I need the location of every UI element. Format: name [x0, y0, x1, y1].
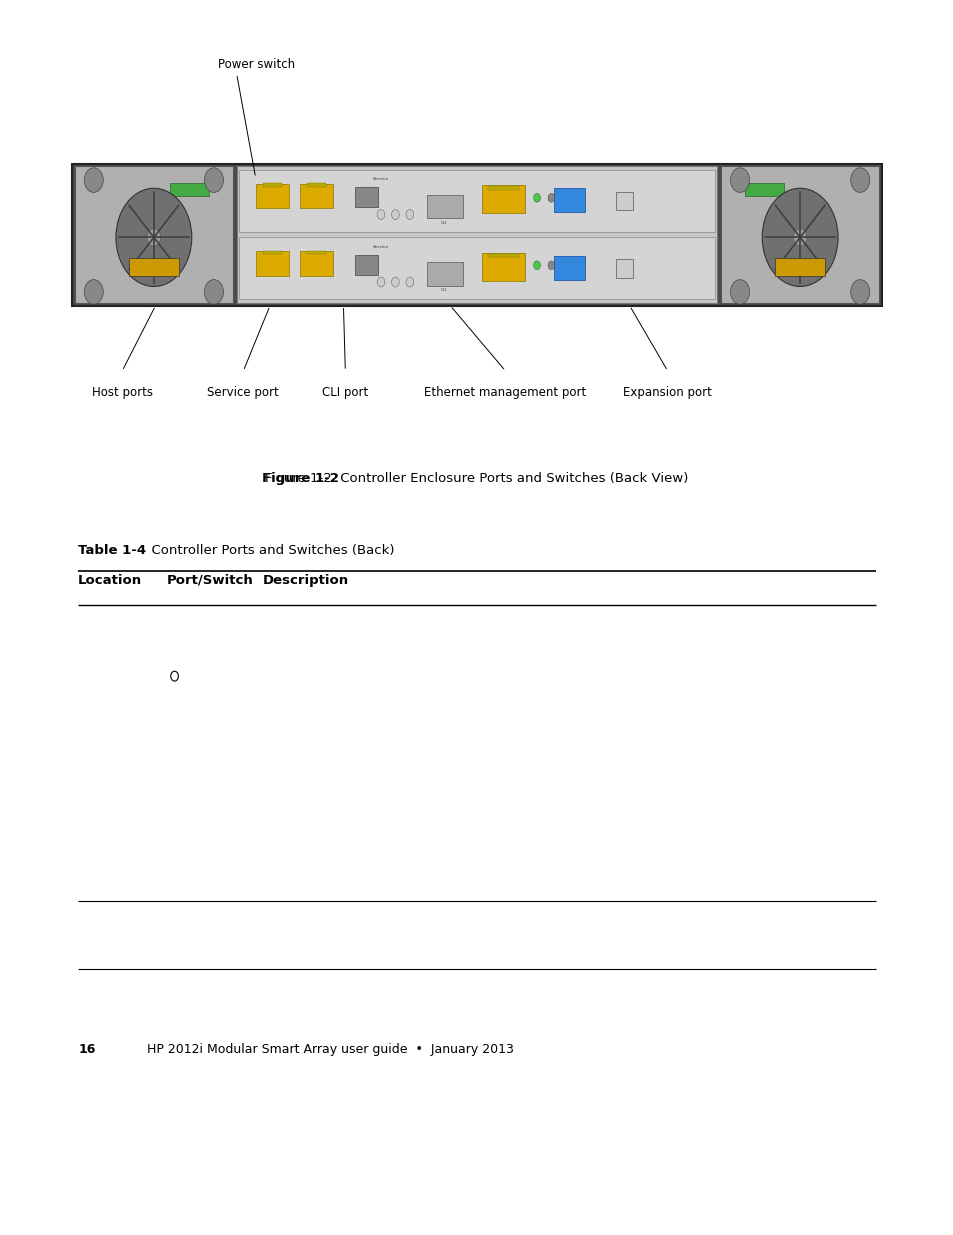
- Circle shape: [730, 168, 749, 193]
- FancyBboxPatch shape: [744, 183, 783, 196]
- FancyBboxPatch shape: [129, 258, 179, 275]
- Circle shape: [391, 210, 398, 220]
- Circle shape: [547, 194, 555, 203]
- FancyBboxPatch shape: [262, 251, 282, 254]
- Circle shape: [761, 188, 837, 287]
- Text: Service: Service: [373, 245, 389, 248]
- FancyBboxPatch shape: [720, 167, 879, 303]
- FancyBboxPatch shape: [307, 183, 326, 186]
- FancyBboxPatch shape: [236, 167, 717, 303]
- FancyBboxPatch shape: [239, 237, 714, 299]
- FancyBboxPatch shape: [256, 184, 289, 209]
- Text: Table 1-4: Table 1-4: [78, 543, 146, 557]
- Circle shape: [204, 279, 223, 304]
- FancyBboxPatch shape: [262, 183, 282, 186]
- Circle shape: [406, 210, 414, 220]
- Circle shape: [533, 194, 539, 203]
- Circle shape: [793, 228, 806, 246]
- FancyBboxPatch shape: [426, 262, 462, 285]
- Text: CLI: CLI: [441, 288, 447, 293]
- Text: Host ports: Host ports: [91, 385, 152, 399]
- FancyBboxPatch shape: [256, 251, 289, 275]
- Text: Figure 1-2: Figure 1-2: [262, 472, 339, 485]
- Text: CLI: CLI: [441, 221, 447, 225]
- FancyBboxPatch shape: [554, 189, 584, 212]
- FancyBboxPatch shape: [300, 251, 333, 275]
- Text: HP 2012i Modular Smart Array user guide  •  January 2013: HP 2012i Modular Smart Array user guide …: [147, 1042, 514, 1056]
- Circle shape: [850, 168, 869, 193]
- Circle shape: [147, 228, 160, 246]
- Circle shape: [84, 279, 103, 304]
- FancyBboxPatch shape: [239, 170, 714, 232]
- FancyBboxPatch shape: [488, 186, 518, 190]
- FancyBboxPatch shape: [307, 251, 326, 254]
- FancyBboxPatch shape: [71, 164, 882, 305]
- FancyBboxPatch shape: [554, 256, 584, 279]
- Circle shape: [376, 210, 384, 220]
- Text: CLI port: CLI port: [322, 385, 368, 399]
- FancyBboxPatch shape: [300, 184, 333, 209]
- FancyBboxPatch shape: [488, 253, 518, 257]
- Circle shape: [406, 277, 414, 287]
- FancyBboxPatch shape: [74, 167, 233, 303]
- Text: Expansion port: Expansion port: [622, 385, 712, 399]
- Text: Figure 1-2: Figure 1-2: [262, 472, 339, 485]
- Circle shape: [533, 261, 539, 269]
- Text: Description: Description: [262, 573, 348, 587]
- FancyBboxPatch shape: [616, 259, 633, 278]
- Circle shape: [730, 279, 749, 304]
- Circle shape: [204, 168, 223, 193]
- Text: Ethernet management port: Ethernet management port: [424, 385, 586, 399]
- FancyBboxPatch shape: [426, 195, 462, 219]
- FancyBboxPatch shape: [481, 185, 524, 214]
- Text: Service: Service: [373, 178, 389, 182]
- Text: Service port: Service port: [207, 385, 279, 399]
- Text: Controller Ports and Switches (Back): Controller Ports and Switches (Back): [143, 543, 395, 557]
- Circle shape: [116, 188, 192, 287]
- Text: Location: Location: [78, 573, 142, 587]
- Circle shape: [547, 261, 555, 269]
- Text: Port/Switch: Port/Switch: [167, 573, 253, 587]
- FancyBboxPatch shape: [355, 254, 377, 274]
- Circle shape: [850, 279, 869, 304]
- Text: 16: 16: [78, 1042, 95, 1056]
- Circle shape: [84, 168, 103, 193]
- FancyBboxPatch shape: [774, 258, 824, 275]
- Circle shape: [376, 277, 384, 287]
- FancyBboxPatch shape: [355, 188, 377, 207]
- FancyBboxPatch shape: [616, 191, 633, 210]
- Text: Power switch: Power switch: [217, 58, 294, 72]
- Circle shape: [391, 277, 398, 287]
- Text: Figure 1-2  Controller Enclosure Ports and Switches (Back View): Figure 1-2 Controller Enclosure Ports an…: [265, 472, 688, 485]
- FancyBboxPatch shape: [481, 253, 524, 280]
- FancyBboxPatch shape: [170, 183, 209, 196]
